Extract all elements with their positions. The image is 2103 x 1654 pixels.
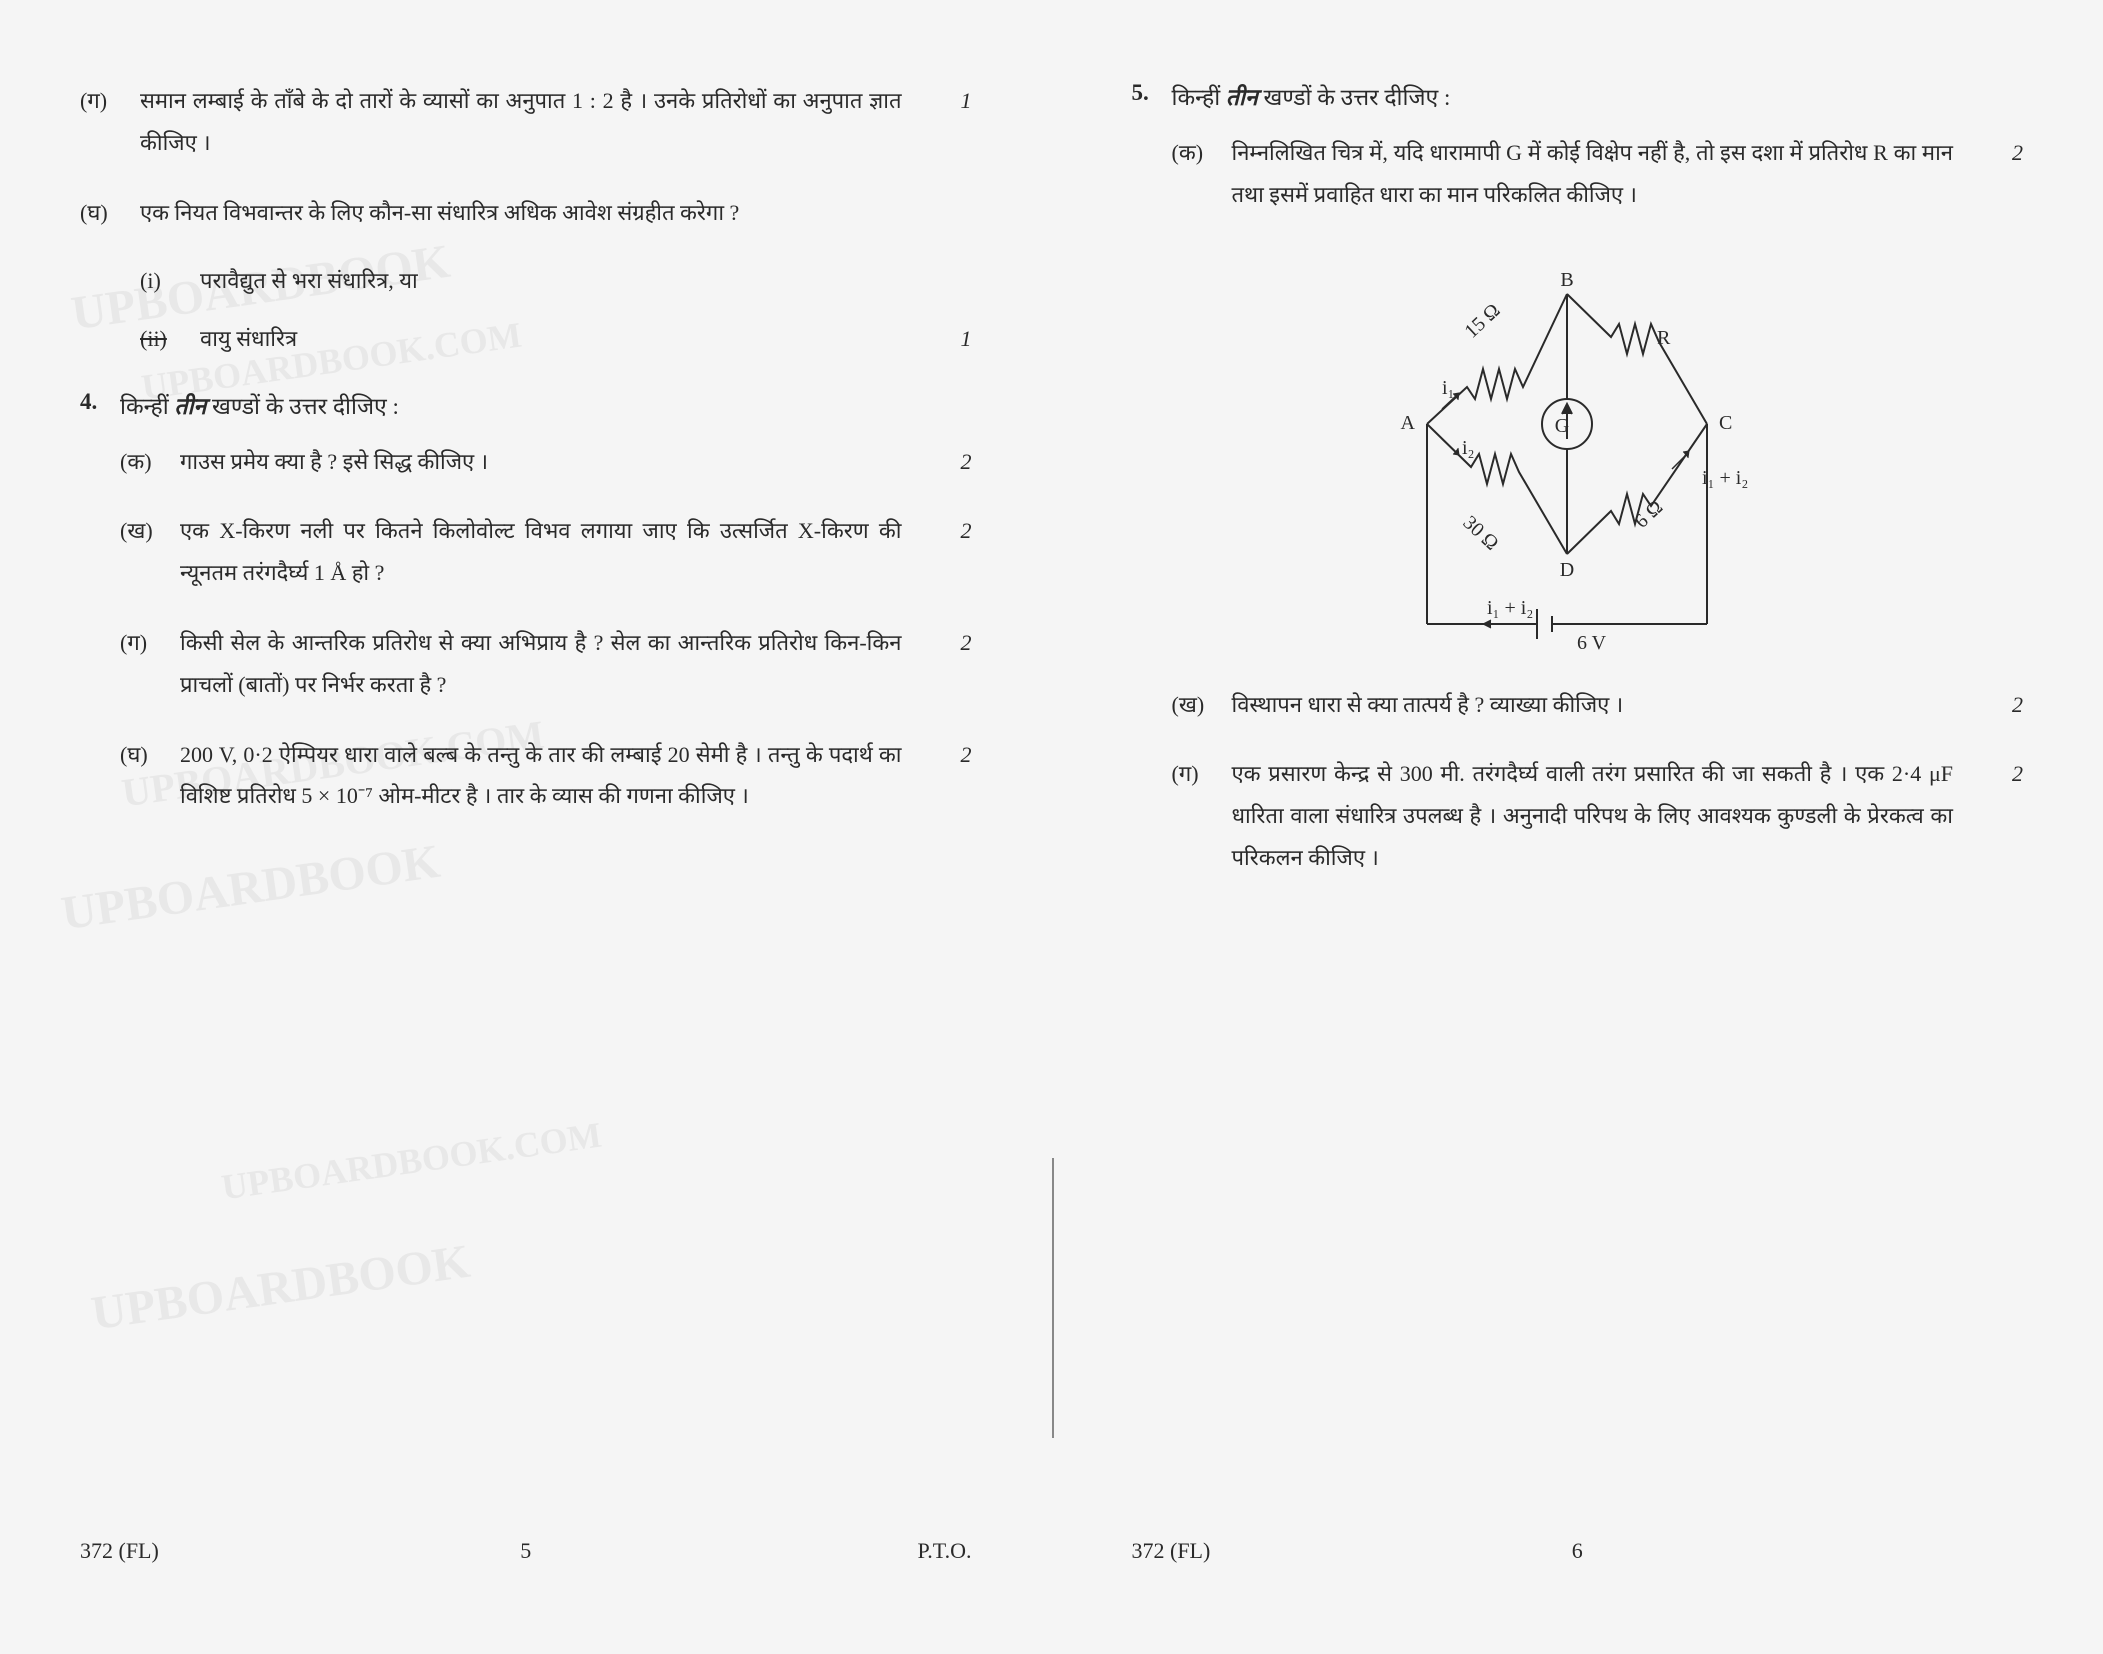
question-5a: (क) निम्नलिखित चित्र में, यदि धारामापी G… (1172, 132, 2024, 216)
question-marks (942, 192, 972, 234)
question-text: निम्नलिखित चित्र में, यदि धारामापी G में… (1232, 132, 1994, 216)
paper-code: 372 (FL) (80, 1538, 159, 1564)
question-text: एक नियत विभवान्तर के लिए कौन-सा संधारित्… (140, 192, 942, 234)
page-number: 6 (1572, 1538, 1583, 1564)
question-label: (ग) (120, 622, 180, 706)
current-sum-dc: i₁ + i₂ (1702, 467, 1748, 489)
italic-word: तीन (174, 394, 206, 419)
circuit-diagram: A B C D G 15 Ω R 30 Ω 6 Ω i₁ i₂ i₁ + i₂ … (1367, 244, 1787, 664)
resistor-bc: R (1657, 327, 1671, 349)
current-i2: i₂ (1462, 437, 1475, 459)
left-page: UPBOARDBOOK.COM UPBOARDBOOK UPBOARDBOOK.… (40, 60, 1012, 1594)
question-label: (ग) (1172, 753, 1232, 878)
question-marks: 1 (942, 80, 972, 164)
question-text: गाउस प्रमेय क्या है ? इसे सिद्ध कीजिए । (180, 441, 942, 483)
right-footer: 372 (FL) 6 (1132, 1538, 2024, 1564)
question-4c: (ग) किसी सेल के आन्तरिक प्रतिरोध से क्या… (120, 622, 972, 706)
sub-text: वायु संधारित्र (200, 319, 942, 359)
question-marks: 2 (942, 622, 972, 706)
pto-text: P.T.O. (918, 1538, 972, 1564)
question-4a: (क) गाउस प्रमेय क्या है ? इसे सिद्ध कीजि… (120, 441, 972, 483)
current-sum-bottom: i₁ + i₂ (1487, 597, 1533, 619)
question-label: (घ) (120, 734, 180, 818)
node-b: B (1561, 269, 1574, 291)
left-content: (ग) समान लम्बाई के ताँबे के दो तारों के … (80, 80, 972, 817)
question-text: विस्थापन धारा से क्या तात्पर्य है ? व्या… (1232, 684, 1994, 726)
resistor-ad: 30 Ω (1459, 511, 1503, 554)
question-marks: 2 (1993, 132, 2023, 216)
sub-text: परावैद्युत से भरा संधारित्र, या (200, 261, 942, 301)
question-text: समान लम्बाई के ताँबे के दो तारों के व्या… (140, 80, 942, 164)
question-text: किसी सेल के आन्तरिक प्रतिरोध से क्या अभि… (180, 622, 942, 706)
question-5b: (ख) विस्थापन धारा से क्या तात्पर्य है ? … (1172, 684, 2024, 726)
question-text: एक X-किरण नली पर कितने किलोवोल्ट विभव लग… (180, 510, 942, 594)
question-label: (घ) (80, 192, 140, 234)
sub-marks (942, 261, 972, 301)
question-marks: 2 (942, 510, 972, 594)
question-4: 4. किन्हीं तीन खण्डों के उत्तर दीजिए : (80, 389, 972, 421)
node-d: D (1560, 559, 1574, 581)
question-marks: 2 (1993, 753, 2023, 878)
left-footer: 372 (FL) 5 P.T.O. (80, 1538, 972, 1564)
question-number: 4. (80, 389, 120, 421)
question-marks: 2 (942, 441, 972, 483)
question-intro: किन्हीं तीन खण्डों के उत्तर दीजिए : (120, 389, 972, 421)
paper-code: 372 (FL) (1132, 1538, 1211, 1564)
question-4b: (ख) एक X-किरण नली पर कितने किलोवोल्ट विभ… (120, 510, 972, 594)
question-3g: (ग) समान लम्बाई के ताँबे के दो तारों के … (80, 80, 972, 164)
question-label: (क) (1172, 132, 1232, 216)
question-text: 200 V, 0·2 ऐम्पियर धारा वाले बल्ब के तन्… (180, 734, 942, 818)
right-page: 5. किन्हीं तीन खण्डों के उत्तर दीजिए : (… (1092, 60, 2064, 1594)
right-content: 5. किन्हीं तीन खण्डों के उत्तर दीजिए : (… (1132, 80, 2024, 879)
watermark: UPBOARDBOOK.COM (219, 1114, 604, 1209)
question-label: (ग) (80, 80, 140, 164)
resistor-ab: 15 Ω (1461, 299, 1505, 342)
question-marks: 2 (1993, 684, 2023, 726)
sub-item-i: (i) परावैद्युत से भरा संधारित्र, या (140, 261, 972, 301)
italic-word: तीन (1226, 85, 1258, 110)
question-3gh: (घ) एक नियत विभवान्तर के लिए कौन-सा संधा… (80, 192, 972, 234)
question-5: 5. किन्हीं तीन खण्डों के उत्तर दीजिए : (1132, 80, 2024, 112)
question-label: (ख) (120, 510, 180, 594)
sub-label: (i) (140, 261, 200, 301)
question-label: (क) (120, 441, 180, 483)
sub-label: (ii) (140, 319, 200, 359)
sub-marks: 1 (942, 319, 972, 359)
current-i1: i₁ (1442, 377, 1455, 399)
page-number: 5 (520, 1538, 531, 1564)
battery-label: 6 V (1577, 632, 1607, 654)
question-number: 5. (1132, 80, 1172, 112)
question-marks: 2 (942, 734, 972, 818)
resistor-dc: 6 Ω (1631, 496, 1668, 532)
question-intro: किन्हीं तीन खण्डों के उत्तर दीजिए : (1172, 80, 2024, 112)
page-divider (1052, 1158, 1054, 1438)
sub-item-ii: (ii) वायु संधारित्र 1 (140, 319, 972, 359)
question-label: (ख) (1172, 684, 1232, 726)
question-text: एक प्रसारण केन्द्र से 300 मी. तरंगदैर्घ्… (1232, 753, 1994, 878)
question-5c: (ग) एक प्रसारण केन्द्र से 300 मी. तरंगदै… (1172, 753, 2024, 878)
watermark: UPBOARDBOOK (88, 1234, 473, 1342)
galvanometer-label: G (1555, 415, 1569, 437)
watermark: UPBOARDBOOK (58, 834, 443, 942)
node-c: C (1719, 412, 1732, 434)
question-4d: (घ) 200 V, 0·2 ऐम्पियर धारा वाले बल्ब के… (120, 734, 972, 818)
node-a: A (1401, 412, 1416, 434)
